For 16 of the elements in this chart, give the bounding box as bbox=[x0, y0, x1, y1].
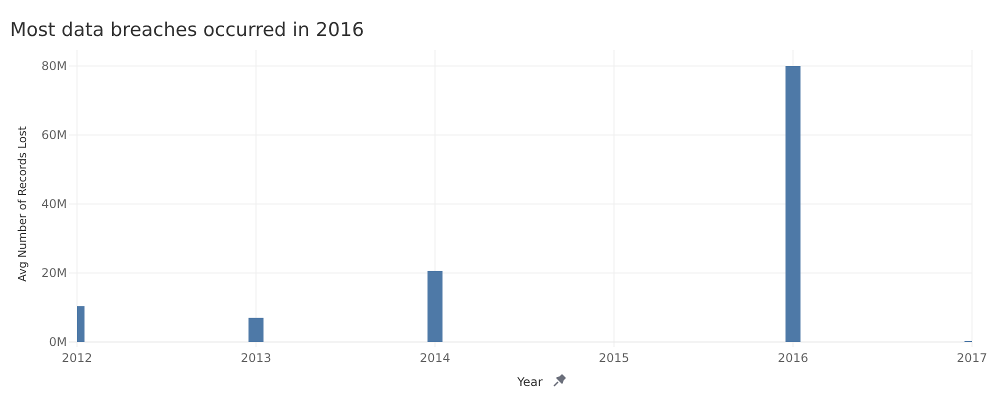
x-axis-title: Year bbox=[516, 375, 543, 389]
x-tick-label: 2013 bbox=[240, 351, 272, 365]
x-tick-label: 2014 bbox=[420, 351, 450, 365]
bar bbox=[248, 318, 264, 342]
y-tick-label: 0M bbox=[49, 335, 67, 350]
bar bbox=[428, 270, 442, 342]
x-tick-label: 2012 bbox=[62, 351, 92, 365]
chart-title: Most data breaches occurred in 2016 bbox=[10, 19, 364, 41]
x-tick-label: 2017 bbox=[956, 351, 988, 365]
y-axis-title: Avg Number of Records Lost bbox=[16, 126, 29, 282]
x-tick-label: 2016 bbox=[778, 351, 808, 365]
y-tick-label: 80M bbox=[41, 59, 67, 74]
y-tick-label: 40M bbox=[41, 197, 67, 212]
y-tick-label: 60M bbox=[41, 128, 67, 142]
x-tick-label: 2015 bbox=[598, 351, 630, 365]
y-tick-label: 20M bbox=[41, 266, 67, 280]
